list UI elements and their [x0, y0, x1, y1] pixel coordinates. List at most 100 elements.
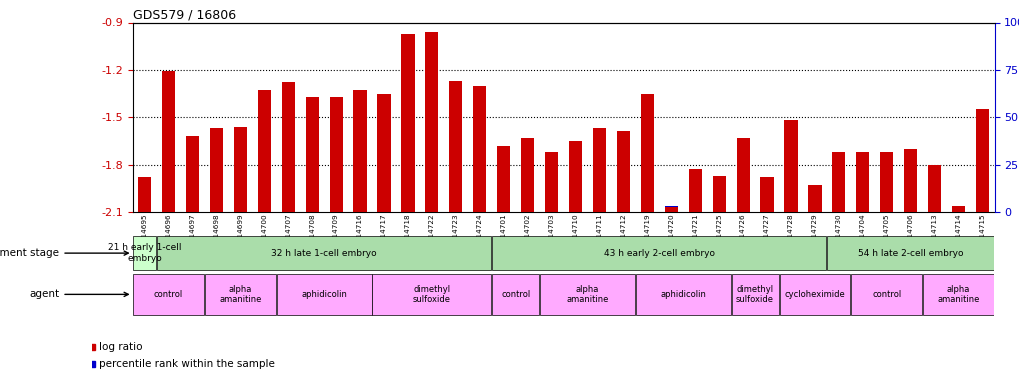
Bar [329, 97, 342, 212]
Bar [808, 206, 820, 212]
Text: 54 h late 2-cell embryo: 54 h late 2-cell embryo [857, 249, 963, 258]
Bar [760, 177, 772, 212]
Text: control: control [154, 290, 183, 299]
Bar [233, 127, 247, 212]
Text: dimethyl
sulfoxide: dimethyl sulfoxide [413, 285, 450, 304]
Bar [592, 128, 605, 212]
Bar [855, 206, 868, 212]
Bar [132, 274, 204, 315]
Text: alpha
amanitine: alpha amanitine [219, 285, 261, 304]
Bar [635, 274, 730, 315]
Bar [903, 206, 916, 212]
Bar [306, 97, 318, 212]
Bar [162, 71, 175, 212]
Bar [425, 206, 438, 212]
Text: 32 h late 1-cell embryo: 32 h late 1-cell embryo [271, 249, 377, 258]
Bar [473, 86, 486, 212]
Text: 43 h early 2-cell embryo: 43 h early 2-cell embryo [603, 249, 714, 258]
Bar [448, 206, 462, 212]
Bar [903, 149, 916, 212]
Bar [569, 206, 582, 212]
Bar [975, 109, 988, 212]
Bar [544, 152, 557, 212]
Bar [132, 236, 156, 270]
Text: aphidicolin: aphidicolin [659, 290, 705, 299]
Bar [473, 206, 486, 212]
Bar [688, 169, 701, 212]
Bar [832, 152, 845, 212]
Bar [329, 206, 342, 212]
Bar [640, 93, 653, 212]
Bar [372, 274, 491, 315]
Bar [492, 274, 539, 315]
Text: control: control [500, 290, 530, 299]
Bar [808, 185, 820, 212]
Bar [826, 236, 994, 270]
Bar [492, 236, 825, 270]
Bar [927, 165, 941, 212]
Text: alpha
amanitine: alpha amanitine [936, 285, 979, 304]
Bar [138, 208, 151, 212]
Bar [784, 206, 797, 212]
Bar [185, 136, 199, 212]
Bar [377, 206, 390, 212]
Bar [448, 81, 462, 212]
Bar [157, 236, 491, 270]
Text: alpha
amanitine: alpha amanitine [566, 285, 608, 304]
Bar [855, 152, 868, 212]
Bar [688, 206, 701, 212]
Bar [664, 207, 678, 212]
Bar [951, 206, 964, 212]
Bar [927, 206, 941, 212]
Bar [879, 206, 893, 212]
Bar [306, 206, 318, 212]
Bar [760, 206, 772, 212]
Bar [233, 206, 247, 212]
Text: 21 h early 1-cell
embryо: 21 h early 1-cell embryо [108, 243, 181, 263]
Bar [281, 206, 294, 212]
Text: aphidicolin: aphidicolin [301, 290, 346, 299]
Bar [281, 82, 294, 212]
Bar [496, 206, 510, 212]
Bar [784, 120, 797, 212]
Text: log ratio: log ratio [100, 342, 143, 352]
Text: cycloheximide: cycloheximide [784, 290, 845, 299]
Bar [731, 274, 777, 315]
Text: percentile rank within the sample: percentile rank within the sample [100, 359, 275, 369]
Bar [592, 206, 605, 212]
Bar [258, 206, 271, 212]
Bar [616, 131, 630, 212]
Bar [736, 206, 749, 212]
Bar [616, 206, 630, 212]
Bar [712, 206, 726, 212]
Text: GDS579 / 16806: GDS579 / 16806 [132, 8, 235, 21]
Bar [779, 274, 850, 315]
Bar [521, 138, 534, 212]
Text: dimethyl
sulfoxide: dimethyl sulfoxide [736, 285, 773, 304]
Bar [162, 206, 175, 212]
Bar [640, 206, 653, 212]
Bar [210, 128, 223, 212]
Bar [832, 206, 845, 212]
Bar [879, 152, 893, 212]
Bar [425, 32, 438, 212]
Bar [975, 206, 988, 212]
Bar [354, 90, 366, 212]
Bar [922, 274, 994, 315]
Bar [400, 206, 414, 212]
Bar [664, 206, 678, 212]
Bar [539, 274, 634, 315]
Bar [951, 206, 964, 212]
Text: agent: agent [30, 290, 128, 299]
Text: control: control [871, 290, 901, 299]
Bar [354, 206, 366, 212]
Bar [258, 90, 271, 212]
Bar [138, 177, 151, 212]
Bar [544, 206, 557, 212]
Text: development stage: development stage [0, 248, 128, 258]
Bar [569, 141, 582, 212]
Bar [276, 274, 371, 315]
Bar [496, 146, 510, 212]
Bar [185, 206, 199, 212]
Bar [851, 274, 921, 315]
